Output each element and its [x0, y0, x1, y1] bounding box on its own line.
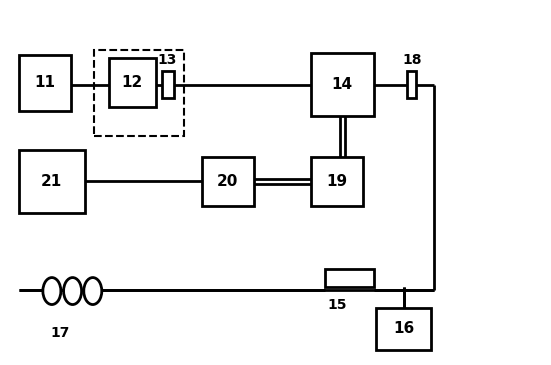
- Text: 17: 17: [50, 326, 70, 341]
- Text: 16: 16: [393, 322, 414, 337]
- Text: 21: 21: [41, 174, 62, 189]
- Text: 13: 13: [158, 54, 177, 68]
- Bar: [109, 58, 155, 107]
- Bar: [202, 157, 253, 206]
- Ellipse shape: [63, 277, 82, 304]
- Text: 19: 19: [326, 174, 348, 189]
- Text: 20: 20: [217, 174, 239, 189]
- Bar: [325, 269, 374, 287]
- Bar: [19, 150, 85, 213]
- Bar: [376, 308, 431, 350]
- Text: 18: 18: [402, 54, 422, 68]
- Bar: [311, 157, 363, 206]
- Text: 15: 15: [327, 298, 347, 312]
- Text: 14: 14: [332, 77, 353, 92]
- Bar: [19, 55, 71, 111]
- Bar: [94, 50, 185, 136]
- Ellipse shape: [84, 277, 102, 304]
- Ellipse shape: [43, 277, 61, 304]
- Bar: [408, 72, 416, 99]
- Bar: [311, 53, 374, 116]
- Text: 11: 11: [35, 75, 56, 90]
- Bar: [161, 72, 174, 99]
- Text: 12: 12: [122, 75, 143, 90]
